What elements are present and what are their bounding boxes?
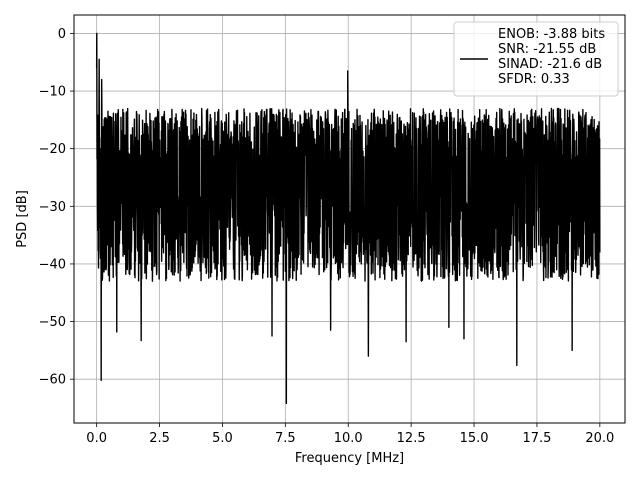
legend-box [453,21,619,97]
x-tick-label: 15.0 [460,431,489,446]
y-tick-label: −20 [39,142,66,157]
legend-line-sinad: SINAD: -21.6 dB [498,57,602,72]
legend-line-enob: ENOB: -3.88 bits [498,27,605,42]
y-tick-label: −10 [39,85,66,100]
y-tick-label: −60 [39,373,66,388]
x-tick-label: 5.0 [212,431,233,446]
x-axis: 0.0 2.5 5.0 7.5 10.0 12.5 15.0 17.5 20.0 [86,423,614,446]
x-tick-label: 20.0 [585,431,614,446]
x-tick-label: 17.5 [522,431,551,446]
axes-frame [73,14,626,424]
y-tick-label: −50 [39,315,66,330]
plot-area [95,32,601,405]
x-tick-label: 0.0 [86,431,107,446]
x-axis-label: Frequency [MHz] [295,451,404,466]
x-tick-label: 12.5 [397,431,426,446]
y-tick-label: −30 [39,200,66,215]
x-tick-label: 7.5 [275,431,296,446]
legend-line-sfdr: SFDR: 0.33 [498,72,570,87]
x-tick-label: 10.0 [334,431,363,446]
y-axis-label: PSD [dB] [15,190,30,248]
y-axis: 0 −10 −20 −30 −40 −50 −60 [39,27,74,388]
psd-series-line [95,32,601,405]
legend: ENOB: -3.88 bits SNR: -21.55 dB SINAD: -… [453,21,619,97]
y-tick-label: −40 [39,257,66,272]
y-tick-label: 0 [58,27,66,42]
x-tick-label: 2.5 [149,431,170,446]
legend-line-snr: SNR: -21.55 dB [498,42,596,57]
